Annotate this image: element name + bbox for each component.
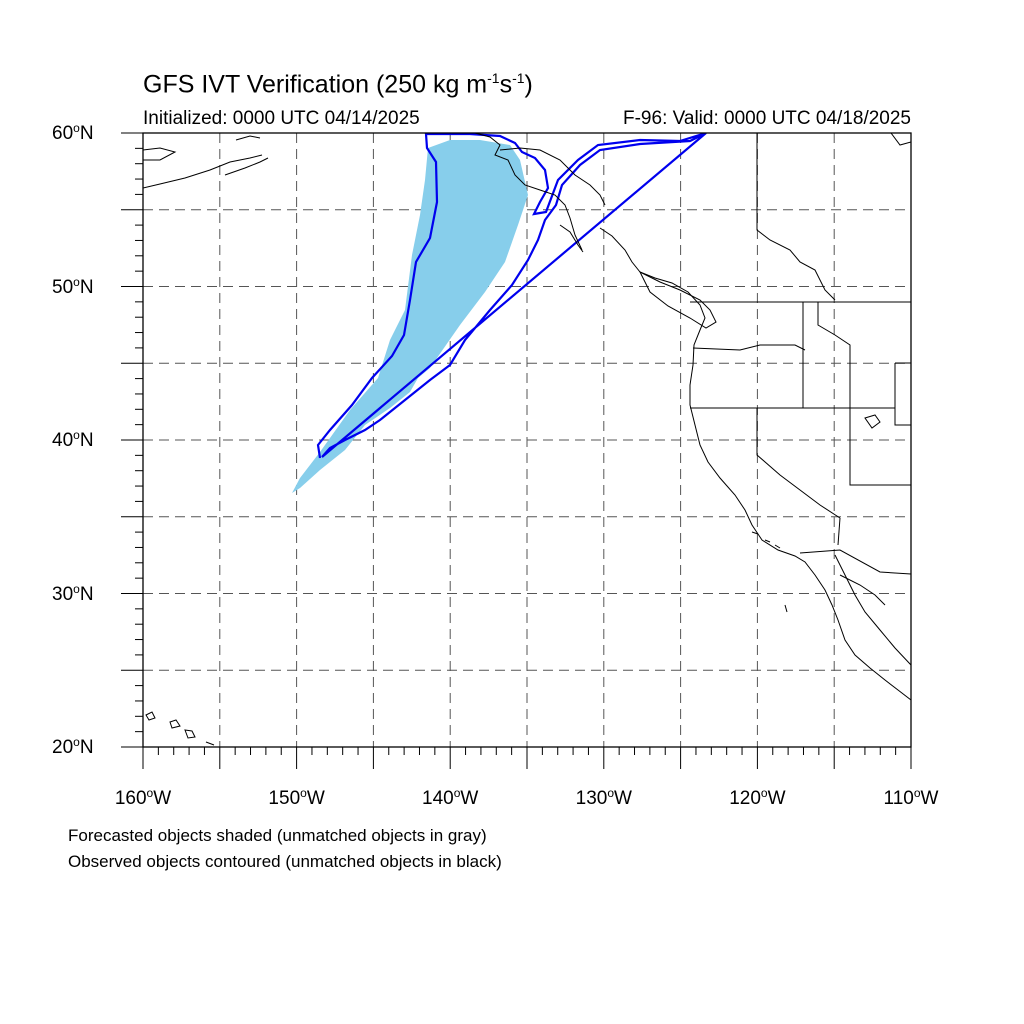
valid-time: F-96: Valid: 0000 UTC 04/18/2025 <box>623 108 911 129</box>
lat-lon-grid <box>143 133 911 747</box>
lon-tick-label: 110oW <box>883 786 939 809</box>
lon-tick-label: 150oW <box>268 786 325 809</box>
lon-tick-label: 120oW <box>729 786 786 809</box>
forecast-legend-note: Forecasted objects shaded (unmatched obj… <box>68 826 487 845</box>
axis-ticks <box>121 132 912 769</box>
lon-tick-label: 160oW <box>114 786 172 809</box>
lat-tick-label: 40oN <box>52 428 94 451</box>
lon-tick-label: 140oW <box>422 786 479 809</box>
lat-tick-label: 20oN <box>52 735 94 758</box>
initialized-time: Initialized: 0000 UTC 04/14/2025 <box>143 108 420 129</box>
lon-tick-label: 130oW <box>575 786 632 809</box>
forecast-ivt-object <box>292 140 528 493</box>
coastlines <box>143 133 911 746</box>
political-borders <box>690 133 911 575</box>
plot-title: GFS IVT Verification (250 kg m-1s-1) <box>143 70 533 99</box>
observed-ivt-contour <box>316 133 707 459</box>
lat-tick-label: 50oN <box>52 274 94 298</box>
lat-tick-label: 30oN <box>52 581 94 605</box>
observed-legend-note: Observed objects contoured (unmatched ob… <box>68 852 502 871</box>
lat-tick-label: 60oN <box>52 121 94 144</box>
